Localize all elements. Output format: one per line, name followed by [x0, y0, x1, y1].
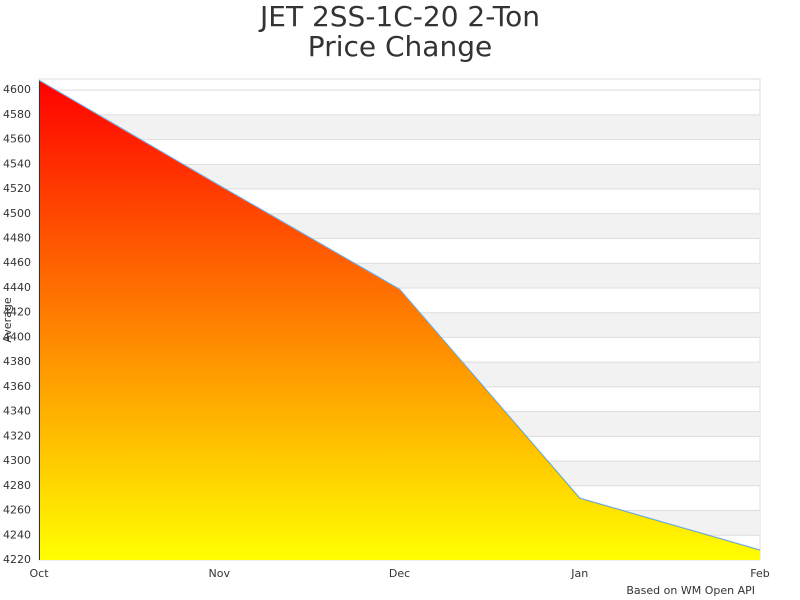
- footer: Based on WM Open API: [626, 584, 755, 597]
- x-tick-label: Jan: [570, 567, 588, 580]
- x-tick-label: Feb: [750, 567, 769, 580]
- y-tick-label: 4260: [3, 504, 31, 517]
- y-tick-label: 4420: [3, 306, 31, 319]
- y-tick-label: 4560: [3, 133, 31, 146]
- y-tick-label: 4460: [3, 256, 31, 269]
- y-tick-label: 4500: [3, 207, 31, 220]
- y-tick-label: 4380: [3, 355, 31, 368]
- y-tick-label: 4440: [3, 281, 31, 294]
- y-tick-label: 4340: [3, 405, 31, 418]
- chart-title: JET 2SS-1C-20 2-Ton: [258, 0, 540, 33]
- y-tick-label: 4540: [3, 157, 31, 170]
- y-tick-label: 4220: [3, 553, 31, 566]
- y-tick-label: 4480: [3, 232, 31, 245]
- grid-band: [39, 114, 760, 140]
- y-tick-label: 4240: [3, 528, 31, 541]
- y-tick-label: 4320: [3, 429, 31, 442]
- y-tick-label: 4600: [3, 83, 31, 96]
- y-axis-label: Average: [1, 297, 14, 342]
- x-tick-label: Oct: [29, 567, 49, 580]
- y-tick-label: 4580: [3, 108, 31, 121]
- y-tick-label: 4300: [3, 454, 31, 467]
- x-tick-label: Nov: [209, 567, 231, 580]
- y-tick-label: 4360: [3, 380, 31, 393]
- y-tick-label: 4400: [3, 330, 31, 343]
- line: [38, 79, 761, 551]
- y-tick-label: 4520: [3, 182, 31, 195]
- chart-subtitle: Price Change: [308, 30, 492, 63]
- y-tick-label: 4280: [3, 479, 31, 492]
- area: [39, 80, 760, 560]
- x-tick-label: Dec: [389, 567, 410, 580]
